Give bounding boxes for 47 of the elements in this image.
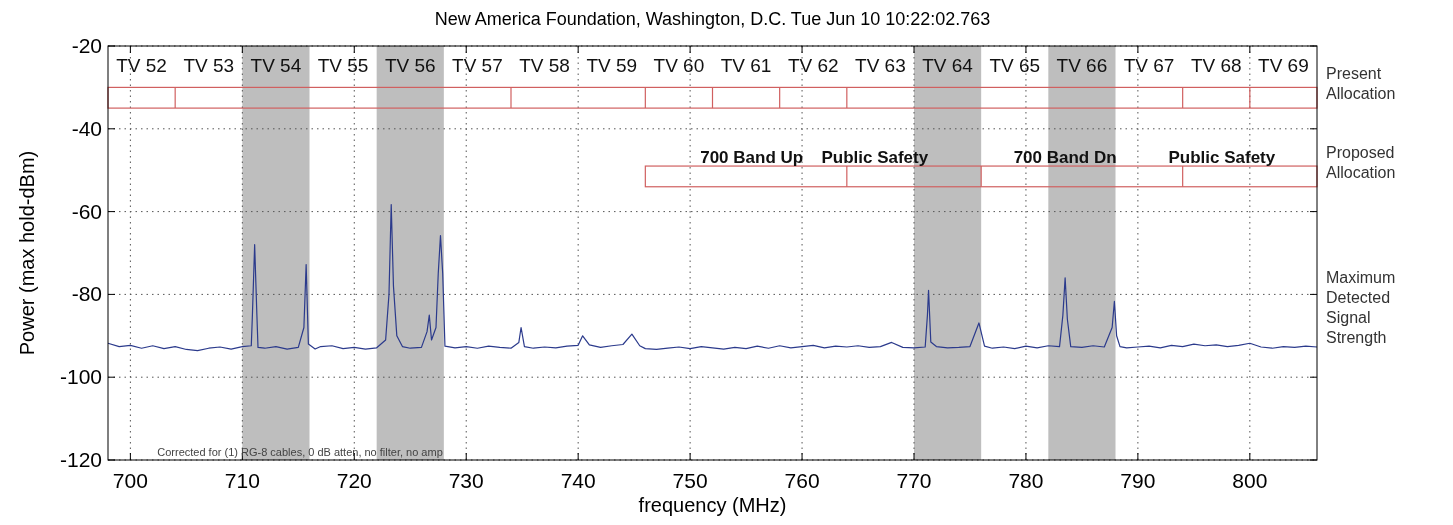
x-tick-label: 700	[112, 469, 148, 492]
x-tick-label: 790	[1120, 469, 1156, 492]
annotation: TV 60	[653, 54, 705, 76]
y-tick-label: -60	[71, 199, 102, 223]
y-tick-label: -80	[71, 282, 102, 306]
annotation: TV 67	[1123, 54, 1175, 76]
annotation: Corrected for (1) RG-8 cables, 0 dB atten, no filter, no amp	[157, 446, 443, 458]
annotation: Public Safety	[1168, 147, 1276, 167]
annotation: TV 56	[384, 54, 436, 76]
y-tick-label: -120	[59, 448, 102, 471]
annotation: TV 66	[1056, 54, 1108, 76]
annotation: Public Safety	[821, 147, 929, 167]
x-tick-label: 780	[1008, 469, 1044, 492]
annotation: TV 53	[183, 54, 235, 76]
y-tick-label: -20	[71, 34, 102, 57]
annotation: TV 68	[1190, 54, 1242, 76]
x-tick-label: 770	[896, 469, 932, 492]
x-tick-label: 750	[672, 469, 708, 492]
annotation: TV 55	[317, 54, 369, 76]
text: Proposed Allocation	[1326, 143, 1396, 181]
x-tick-label: 730	[448, 469, 484, 492]
annotation: TV 69	[1258, 54, 1309, 76]
annotation: TV 59	[586, 54, 638, 76]
x-tick-label: 800	[1232, 469, 1268, 492]
annotation: TV 62	[787, 54, 839, 76]
text: Present Allocation	[1326, 65, 1396, 103]
x-tick-label: 720	[336, 469, 372, 492]
x-tick-label: 710	[224, 469, 260, 492]
y-tick-label: -100	[59, 365, 102, 389]
x-axis-title: frequency (MHz)	[638, 494, 787, 516]
x-tick-label: 760	[784, 469, 820, 492]
line-series	[107, 203, 1318, 352]
annotation: TV 54	[250, 54, 302, 76]
annotation: TV 57	[452, 54, 503, 76]
annotation: 700 Band Dn	[1013, 147, 1117, 167]
annotation: TV 63	[855, 54, 906, 76]
y-axis-title: Power (max hold-dBm)	[16, 150, 38, 356]
text: Maximum Detected Signal Strength	[1326, 268, 1396, 346]
annotation: TV 65	[989, 54, 1041, 76]
annotation: 700 Band Up	[700, 147, 804, 167]
annotation: TV 52	[116, 54, 167, 76]
chart-title: New America Foundation, Washington, D.C. Tue Jun 10 10:22:02.763	[434, 9, 991, 29]
annotation: TV 64	[922, 54, 974, 76]
annotation: TV 58	[519, 54, 570, 76]
y-tick-label: -40	[71, 116, 102, 140]
x-tick-label: 740	[560, 469, 596, 492]
annotation: TV 61	[720, 54, 772, 76]
